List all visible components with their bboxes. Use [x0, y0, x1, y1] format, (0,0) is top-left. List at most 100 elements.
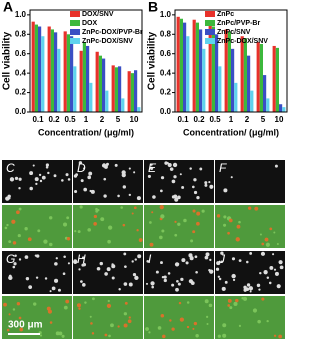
cell	[27, 237, 32, 242]
cell	[82, 283, 86, 287]
cell	[179, 317, 185, 322]
bar	[183, 22, 187, 112]
bar	[50, 29, 54, 112]
bar	[215, 34, 219, 112]
cell	[189, 167, 192, 170]
cell	[215, 267, 220, 271]
cell	[177, 262, 180, 265]
bar	[259, 44, 263, 112]
cell	[78, 161, 83, 165]
cell	[124, 301, 128, 305]
cell	[33, 302, 37, 306]
cell	[266, 276, 270, 279]
bar	[34, 24, 38, 113]
cell	[66, 216, 70, 220]
cell	[247, 206, 252, 210]
cell	[176, 279, 179, 283]
cell	[99, 261, 103, 266]
bar	[70, 36, 74, 112]
cell	[79, 205, 83, 209]
cell	[177, 195, 181, 200]
cell	[223, 223, 227, 227]
fluorescence-image	[215, 160, 285, 203]
x-tick-label: 0.5	[209, 115, 221, 124]
cell	[278, 260, 283, 265]
x-axis-label: Concentration/ (μg/ml)	[183, 127, 279, 137]
bar	[98, 55, 102, 112]
legend-label: ZnPc/SNV	[217, 29, 251, 36]
cell	[164, 161, 168, 165]
cell	[192, 230, 196, 234]
cell	[62, 222, 68, 227]
cell	[185, 261, 189, 265]
legend-swatch	[205, 29, 215, 35]
cell	[54, 262, 58, 266]
cell	[220, 251, 224, 255]
cell	[110, 323, 114, 328]
cell	[150, 163, 153, 166]
cell	[25, 276, 30, 281]
legend-swatch	[70, 11, 80, 17]
bar	[263, 75, 267, 112]
y-tick-label: 1.0	[160, 10, 172, 19]
cell	[208, 181, 211, 184]
panel-label: A	[3, 0, 13, 15]
x-tick-label: 2	[245, 115, 250, 124]
cell	[118, 288, 121, 291]
bar	[202, 48, 206, 112]
bar	[176, 16, 180, 112]
bar	[47, 26, 51, 113]
y-tick-label: 0.6	[160, 49, 172, 58]
bar	[186, 36, 190, 112]
bar	[89, 82, 93, 112]
bar	[54, 32, 58, 112]
cell	[63, 255, 66, 259]
cell	[18, 316, 22, 320]
cell	[241, 297, 244, 300]
legend-swatch	[70, 20, 80, 26]
cell	[38, 173, 42, 177]
cell	[131, 260, 134, 263]
cell	[89, 315, 92, 318]
cell	[209, 258, 212, 262]
cell	[171, 283, 175, 287]
overlay-image	[215, 205, 285, 248]
cell	[274, 164, 278, 168]
cell	[257, 319, 261, 324]
y-tick-label: 0.4	[160, 68, 172, 77]
cell	[34, 177, 39, 182]
bar	[247, 55, 251, 112]
cell	[181, 185, 185, 189]
cell	[87, 175, 92, 180]
cell	[173, 175, 177, 179]
legend-label: ZnPc-DOX/SNV	[217, 38, 268, 45]
cell	[279, 265, 284, 270]
cell	[55, 331, 60, 336]
cell	[163, 275, 167, 279]
cell	[252, 308, 258, 313]
cell	[174, 220, 177, 223]
cell	[104, 164, 108, 169]
cell	[276, 284, 281, 289]
cell	[196, 196, 200, 200]
cell	[73, 259, 78, 265]
cell	[223, 215, 227, 219]
bar	[195, 22, 199, 112]
legend-label: ZnPc-DOX/SNV	[82, 38, 133, 45]
bar	[31, 21, 35, 112]
cell	[74, 230, 77, 233]
y-axis-label: Cell viability	[147, 31, 158, 90]
cell	[196, 211, 201, 216]
cell	[136, 229, 139, 232]
cell	[233, 301, 238, 307]
x-tick-label: 10	[275, 115, 284, 124]
legend-swatch	[70, 38, 80, 44]
cell	[204, 183, 208, 187]
cell	[123, 312, 128, 316]
y-tick-label: 0.2	[160, 88, 172, 97]
cell	[123, 323, 128, 328]
axes	[29, 9, 143, 113]
bar	[118, 66, 122, 112]
overlay-image	[215, 296, 285, 339]
